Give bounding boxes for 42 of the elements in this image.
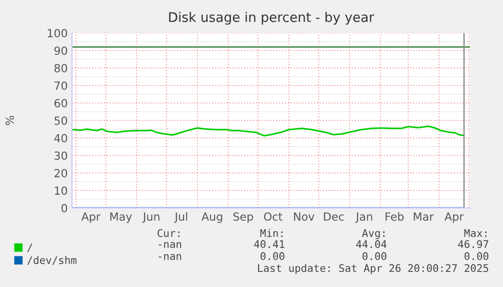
- x-tick-label: Mar: [414, 212, 434, 221]
- x-tick-label: May: [110, 212, 132, 223]
- text: -nan: [158, 242, 182, 248]
- x-tick-label: Jul: [174, 212, 188, 223]
- y-tick-label: 90: [54, 46, 68, 55]
- x-tick-label: Apr: [444, 212, 464, 223]
- x-tick-label: Feb: [386, 212, 404, 221]
- x-tick-label: Sep: [233, 212, 254, 223]
- y-tick-label: 20: [54, 168, 68, 178]
- x-tick-label: Jan: [355, 212, 372, 223]
- y-tick-label: 70: [54, 81, 68, 90]
- x-tick-label: Dec: [324, 212, 344, 221]
- y-tick-label: 30: [54, 151, 68, 160]
- x-tick-label: Oct: [264, 212, 282, 221]
- y-tick-label: 80: [54, 64, 68, 72]
- text: 0.00: [260, 252, 284, 260]
- legend-label: /: [27, 244, 32, 252]
- text: Min:: [260, 228, 282, 237]
- y-tick-label: 10: [54, 186, 68, 195]
- y-tick-label: 100: [48, 28, 68, 38]
- y-tick-label: 60: [54, 98, 68, 108]
- y-tick-label: 40: [54, 134, 68, 142]
- text: Last update: Sat Apr 26 20:00:27 2025: [258, 264, 488, 274]
- y-tick-label: 50: [54, 116, 68, 125]
- text: Cur:: [158, 229, 180, 238]
- text: 40.41: [254, 240, 284, 248]
- text: Max:: [464, 229, 486, 238]
- text: 0.00: [464, 252, 488, 260]
- chart-title: Disk usage in percent - by year: [169, 12, 374, 25]
- text: Avg:: [362, 229, 384, 240]
- text: 44.04: [356, 240, 387, 248]
- x-tick-label: Jun: [142, 212, 160, 223]
- y-tick-label: 0: [61, 204, 68, 212]
- legend-label: /dev/shm: [27, 256, 76, 265]
- x-tick-label: Apr: [81, 212, 101, 223]
- x-tick-label: Aug: [202, 212, 222, 223]
- y-axis-title: %: [6, 116, 14, 126]
- x-tick-label: Nov: [294, 212, 314, 221]
- text: -nan: [158, 254, 182, 260]
- text: 46.97: [458, 240, 488, 248]
- line-series: [72, 126, 465, 136]
- text: 0.00: [362, 252, 386, 260]
